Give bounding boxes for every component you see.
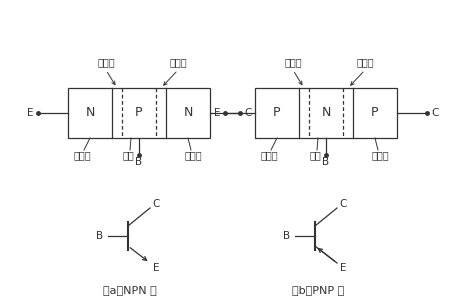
Text: P: P [135, 107, 143, 120]
Text: 发射区: 发射区 [73, 150, 91, 160]
Text: C: C [339, 199, 347, 209]
Text: E: E [27, 108, 33, 118]
Text: P: P [273, 107, 281, 120]
Text: C: C [244, 108, 252, 118]
Text: B: B [136, 157, 143, 167]
Text: E: E [153, 263, 159, 273]
Text: 集电区: 集电区 [184, 150, 202, 160]
Text: E: E [214, 108, 220, 118]
Bar [68, 88, 210, 138]
Text: 发射结: 发射结 [284, 57, 302, 67]
Text: C: C [152, 199, 160, 209]
Text: 集电区: 集电区 [371, 150, 389, 160]
Text: P: P [371, 107, 379, 120]
Text: N: N [183, 107, 192, 120]
Text: 集电结: 集电结 [356, 57, 374, 67]
Text: N: N [85, 107, 95, 120]
Text: 基区: 基区 [309, 150, 321, 160]
Text: 发射结: 发射结 [97, 57, 115, 67]
Text: E: E [340, 263, 346, 273]
Text: B: B [322, 157, 329, 167]
Text: C: C [432, 108, 439, 118]
Text: B: B [96, 231, 103, 241]
Text: 基区: 基区 [122, 150, 134, 160]
Text: 集电结: 集电结 [169, 57, 187, 67]
Bar [255, 88, 397, 138]
Text: B: B [283, 231, 291, 241]
Text: 发射区: 发射区 [260, 150, 278, 160]
Text: （b）PNP 型: （b）PNP 型 [292, 285, 344, 295]
Text: （a）NPN 型: （a）NPN 型 [103, 285, 157, 295]
Text: N: N [322, 107, 331, 120]
